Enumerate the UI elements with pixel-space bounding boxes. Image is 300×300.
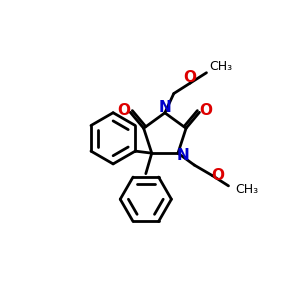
Text: CH₃: CH₃ xyxy=(209,60,232,73)
Text: N: N xyxy=(158,100,171,115)
Text: O: O xyxy=(200,103,212,118)
Text: O: O xyxy=(184,70,196,85)
Text: N: N xyxy=(177,148,190,163)
Text: O: O xyxy=(117,103,130,118)
Text: O: O xyxy=(211,168,224,183)
Text: CH₃: CH₃ xyxy=(235,183,258,196)
